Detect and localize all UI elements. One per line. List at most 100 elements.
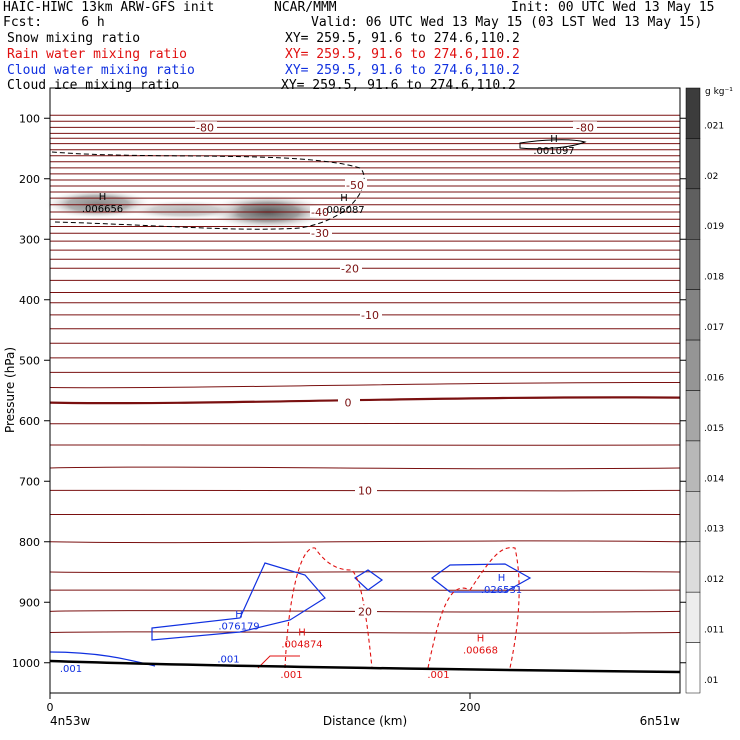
- colorbar-tick-label: .015: [704, 424, 724, 434]
- temperature-contours: [49, 114, 681, 634]
- isotherm-label: -80: [196, 121, 214, 134]
- max-value-label: .001: [427, 670, 449, 681]
- colorbar-swatch: [685, 440, 701, 492]
- isotherm-label-bg: [340, 262, 362, 274]
- max-value-label: .004874: [281, 640, 322, 651]
- field-xy-cloud-water: XY= 259.5, 91.6 to 274.6,110.2: [285, 63, 520, 78]
- field-xy-cloud-ice: XY= 259.5, 91.6 to 274.6,110.2: [281, 78, 516, 93]
- x-axis-label: Distance (km): [323, 714, 407, 728]
- colorbar: .021 .02 .019 .018 .017 .016 .015 .014 .013 .012.…: [685, 87, 724, 694]
- max-marker-h: H: [235, 609, 243, 620]
- isotherm-label: 0: [345, 397, 352, 410]
- max-value-label: .006656: [82, 204, 123, 215]
- colorbar-tick-label: .02: [704, 172, 718, 182]
- x-left-endpoint: 4n53w: [50, 714, 91, 728]
- x-tick-label: 200: [460, 701, 481, 714]
- field-label-snow: Snow mixing ratio: [7, 31, 141, 46]
- y-tick-label: 300: [19, 233, 40, 246]
- snow-contour: [519, 139, 587, 150]
- plot-title: HAIC-HIWC 13km ARW-GFS init: [3, 0, 215, 15]
- plot-frame: [49, 87, 681, 694]
- max-marker-h: H: [340, 193, 348, 204]
- field-label-cloud-ice: Cloud ice mixing ratio: [7, 78, 180, 93]
- colorbar-swatch: [685, 239, 701, 290]
- colorbar-swatch: [685, 138, 701, 190]
- y-tick-label: 800: [19, 536, 40, 549]
- isotherm-label: -80: [576, 121, 594, 134]
- colorbar-tick-label: .011: [704, 626, 724, 636]
- isotherm-label: -10: [361, 309, 379, 322]
- isotherm-line: [49, 381, 681, 389]
- y-tick-label: 200: [19, 173, 40, 186]
- colorbar-swatch: [685, 339, 701, 391]
- isotherm-line: [49, 631, 681, 634]
- isotherm-line: [49, 570, 681, 574]
- y-tick-label: 400: [19, 294, 40, 307]
- colorbar-tick-label: .01: [704, 676, 718, 686]
- max-value-label: .006087: [323, 205, 364, 216]
- isotherm-line: [49, 540, 681, 544]
- terrain-line: [49, 659, 681, 674]
- isotherm-label-bg: [360, 308, 382, 320]
- isotherm-label: -50: [346, 179, 364, 192]
- isotherm-line: [49, 396, 681, 405]
- colorbar-tick-label: .019: [704, 222, 724, 232]
- max-value-label: .001: [60, 664, 82, 675]
- max-marker-h: H: [550, 134, 558, 145]
- isotherm-label-bg: [310, 227, 332, 239]
- snow-contour: [51, 151, 365, 230]
- colorbar-swatch: [685, 591, 701, 643]
- rain-contour: [284, 547, 373, 669]
- colorbar-tick-label: .018: [704, 273, 724, 283]
- y-tick-label: 500: [19, 354, 40, 367]
- x-tick-label: 0: [47, 701, 54, 714]
- cloud-water-contour: [354, 569, 384, 591]
- isotherm-label-bg: [195, 121, 217, 133]
- max-value-label: .026531: [481, 585, 522, 596]
- colorbar-swatch: [685, 642, 701, 694]
- isotherm-line: [49, 513, 681, 516]
- y-tick-label: 600: [19, 415, 40, 428]
- isotherm-label: -30: [311, 227, 329, 240]
- cloud-water-contour: [430, 563, 532, 593]
- isotherm-line: [49, 466, 681, 470]
- forecast-hour: Fcst: 6 h: [3, 15, 105, 30]
- plot-source: NCAR/MMM: [274, 0, 337, 15]
- y-axis-label: Pressure (hPa): [3, 347, 17, 433]
- isotherm-label-bg: [345, 178, 367, 190]
- field-xy-rain: XY= 259.5, 91.6 to 274.6,110.2: [285, 47, 520, 62]
- max-value-label: .001: [280, 670, 302, 681]
- isotherm-label: 10: [358, 484, 372, 497]
- cloud-water-contour: [151, 562, 326, 641]
- init-time: Init: 00 UTC Wed 13 May 15: [511, 0, 715, 15]
- temperature-labels: -80 -50 -40 -30 -20 -10 0 10 20 -80: [195, 121, 597, 618]
- isotherm-label: -20: [341, 262, 359, 275]
- isotherm-line: [49, 422, 681, 425]
- max-marker-h: H: [498, 573, 506, 584]
- x-right-endpoint: 6n51w: [640, 714, 681, 728]
- y-tick-label: 1000: [12, 657, 40, 670]
- valid-time: Valid: 06 UTC Wed 13 May 15 (03 LST Wed …: [311, 15, 703, 30]
- field-label-cloud-water: Cloud water mixing ratio: [7, 63, 195, 78]
- max-marker-h: H: [298, 628, 306, 639]
- max-value-label: .001: [217, 655, 239, 666]
- max-value-label: .00668: [463, 646, 498, 657]
- colorbar-tick-label: .014: [704, 474, 724, 484]
- colorbar-tick-label: .012: [704, 575, 724, 585]
- field-maxima-labels: H.006656H.006087H.001097H.076179H.026531…: [60, 134, 575, 681]
- max-marker-h: H: [477, 634, 485, 645]
- field-contours: [49, 139, 681, 674]
- isotherm-line: [49, 610, 681, 613]
- isotherm-label-bg: [355, 484, 377, 496]
- isotherm-label-bg: [338, 396, 360, 408]
- colorbar-swatch: [685, 87, 701, 139]
- field-label-rain: Rain water mixing ratio: [7, 47, 188, 62]
- rain-contour: [427, 547, 520, 669]
- isotherm-label-bg: [355, 605, 377, 617]
- max-value-label: .076179: [218, 621, 259, 632]
- isotherm-label: -40: [311, 206, 329, 219]
- colorbar-swatch: [685, 491, 701, 543]
- isotherm-label: 20: [358, 605, 372, 618]
- y-tick-label: 700: [19, 475, 40, 488]
